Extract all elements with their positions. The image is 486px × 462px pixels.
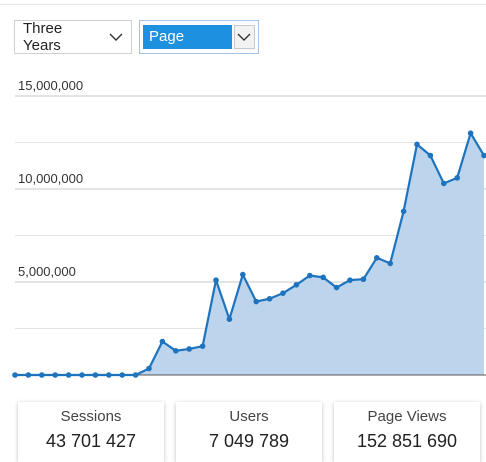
y-tick-label: 5,000,000: [18, 264, 76, 279]
data-point: [173, 348, 179, 354]
data-point: [92, 372, 99, 378]
data-point: [146, 365, 152, 372]
data-point: [360, 276, 367, 283]
data-point: [186, 346, 192, 352]
data-point: [320, 274, 327, 281]
page-views-chart: 5,000,000 10,000,000 15,000,000: [12, 78, 486, 378]
data-point: [226, 316, 233, 322]
data-point: [387, 260, 394, 267]
metric-select[interactable]: Page Views: [139, 20, 259, 69]
data-point: [79, 372, 85, 378]
data-point: [293, 281, 300, 288]
data-point: [25, 372, 32, 378]
page-views-card: Page Views 152 851 690: [334, 402, 480, 462]
data-point: [65, 372, 72, 378]
data-point: [400, 208, 407, 215]
time-range-select[interactable]: Three Years: [14, 20, 132, 54]
sessions-value: 43 701 427: [45, 431, 137, 451]
data-point: [280, 290, 286, 296]
data-point: [427, 152, 434, 159]
metric-value: Page Views: [143, 25, 232, 69]
data-point: [347, 277, 353, 283]
chevron-down-icon[interactable]: [101, 33, 131, 42]
area-fill: [15, 133, 484, 375]
users-card: Users 7 049 789: [176, 402, 322, 462]
data-point: [481, 152, 486, 159]
top-divider: [0, 4, 486, 5]
data-point: [307, 272, 313, 279]
data-point: [414, 141, 420, 148]
data-point: [454, 175, 461, 181]
data-point: [240, 271, 246, 278]
y-tick-label: 10,000,000: [18, 171, 83, 186]
sessions-card: Sessions 43 701 427: [18, 402, 164, 462]
data-point: [333, 284, 340, 291]
data-point: [441, 180, 447, 187]
sessions-label: Sessions: [60, 408, 122, 425]
chevron-down-icon[interactable]: [233, 25, 255, 49]
users-value: 7 049 789: [208, 431, 290, 451]
data-point: [159, 338, 166, 345]
y-tick-label: 15,000,000: [18, 78, 83, 93]
data-point: [106, 372, 112, 378]
time-range-value: Three Years: [23, 20, 63, 54]
data-point: [119, 372, 125, 378]
data-point: [374, 255, 380, 261]
data-point: [12, 372, 18, 378]
data-point: [253, 298, 259, 305]
data-point: [266, 295, 273, 302]
page-views-label: Page Views: [367, 408, 447, 425]
data-point: [467, 130, 474, 136]
data-point: [39, 372, 45, 378]
data-point: [132, 372, 139, 378]
users-label: Users: [229, 408, 269, 425]
page-views-value: 152 851 690: [356, 431, 458, 451]
data-point: [52, 372, 58, 378]
data-point: [213, 277, 219, 283]
data-point: [199, 343, 206, 349]
